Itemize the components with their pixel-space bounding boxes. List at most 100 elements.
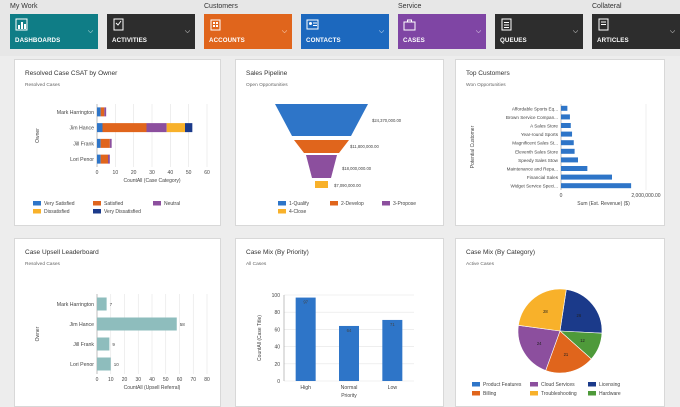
legend-swatch [530, 391, 538, 396]
tile-articles[interactable]: ARTICLES ⌵ [592, 14, 680, 49]
chevron-down-icon[interactable]: ⌵ [475, 28, 482, 35]
legend-label: Neutral [164, 201, 180, 207]
legend-label: 1-Qualify [289, 201, 310, 207]
card-subtitle: Resolved Cases [25, 83, 60, 88]
bar-segment [100, 154, 108, 164]
legend-label: Cloud Services [541, 382, 575, 388]
y-axis-label: CountAll (Case Title) [257, 315, 263, 361]
bar-segment [97, 138, 101, 148]
legend-swatch [472, 391, 480, 396]
bar [97, 317, 177, 331]
data-label: $24,370,000.00 [372, 118, 402, 123]
bar [561, 105, 568, 111]
y-tick-label: Maintenance and Repa... [507, 167, 558, 172]
tile-queues[interactable]: QUEUES ⌵ [495, 14, 583, 49]
legend-label: Troubleshooting [541, 391, 577, 397]
funnel-stage [275, 104, 368, 136]
bar-segment [100, 138, 110, 148]
x-tick-label: Normal [341, 385, 358, 391]
x-tick-label: 0 [560, 193, 563, 199]
legend-label: 2-Develop [341, 201, 364, 207]
data-label: 28 [543, 309, 548, 314]
articles-icon [598, 18, 609, 31]
priority-chart[interactable]: 02040608010097High64Normal71LowPriorityC… [236, 239, 445, 407]
upsell-chart[interactable]: 0 10 20 30 40 50 60 70 80 Mark Harrington 7 Jim Han… [15, 239, 222, 407]
y-axis-label: Owner [35, 128, 41, 143]
x-tick-label: 60 [177, 377, 183, 383]
bar [561, 140, 574, 146]
bar-segment [185, 123, 193, 133]
legend-swatch [472, 382, 480, 387]
legend-swatch [153, 201, 161, 206]
chevron-down-icon[interactable]: ⌵ [378, 28, 385, 35]
y-tick-label: Speedy Sales Stow [518, 158, 559, 163]
x-tick-label: 80 [204, 377, 210, 383]
chevron-down-icon[interactable]: ⌵ [281, 28, 288, 35]
chevron-down-icon[interactable]: ⌵ [87, 28, 94, 35]
legend-label: Very Satisfied [44, 201, 75, 207]
activities-icon [113, 18, 124, 31]
pie-slice [545, 330, 592, 374]
chevron-down-icon[interactable]: ⌵ [669, 28, 676, 35]
pipeline-chart[interactable]: $24,370,000.00 $11,800,000.00 $18,000,000.… [236, 60, 445, 227]
tile-dashboards[interactable]: DASHBOARDS ⌵ [10, 14, 98, 49]
y-tick-label: 100 [272, 293, 281, 299]
csat-chart[interactable]: 0 10 20 30 40 50 60 Mark Harrington Jim Hance Jil… [15, 60, 222, 227]
funnel-stage [315, 181, 328, 188]
tile-label: ARTICLES [597, 37, 629, 44]
legend-swatch [278, 209, 286, 214]
x-tick-label: 20 [131, 170, 137, 176]
y-tick-label: Jill Frank [73, 342, 94, 348]
tile-label: DASHBOARDS [15, 37, 61, 44]
chevron-down-icon[interactable]: ⌵ [572, 28, 579, 35]
data-label: 21 [564, 352, 569, 357]
y-tick-label: Widget Service Speci... [511, 184, 559, 189]
bar-segment [97, 107, 101, 117]
bar [561, 174, 612, 180]
data-label: 24 [537, 341, 542, 346]
bar [561, 157, 578, 163]
y-tick-label: 80 [274, 310, 280, 316]
legend-label: Licensing [599, 382, 620, 388]
category-chart[interactable]: 26 12 21 24 28 Product Features Cloud Services… [456, 239, 666, 407]
card-title: Top Customers [466, 70, 510, 77]
cases-icon [403, 19, 416, 31]
x-tick-label: 2,000,000.00 [631, 193, 660, 199]
bar [97, 357, 111, 371]
data-label: 71 [390, 322, 395, 327]
legend-swatch [588, 391, 596, 396]
queues-icon [501, 18, 512, 31]
legend-label: Hardware [599, 391, 621, 397]
bar-segment [146, 123, 167, 133]
legend-label: Satisfied [104, 201, 123, 207]
data-label: 9 [112, 342, 115, 347]
bar-segment [108, 154, 110, 164]
chevron-down-icon[interactable]: ⌵ [184, 28, 191, 35]
customers-chart[interactable]: 0 2,000,000.00 Affordable Sports Eq... Brow… [456, 60, 666, 227]
card-title: Sales Pipeline [246, 70, 288, 77]
bar [561, 114, 570, 120]
tile-accounts[interactable]: ACCOUNTS ⌵ [204, 14, 292, 49]
tile-activities[interactable]: ACTIVITIES ⌵ [107, 14, 195, 49]
legend-swatch [382, 201, 390, 206]
x-axis-label: CountAll (Upsell Referral) [124, 385, 181, 391]
data-label: 10 [114, 362, 120, 367]
nav-group-my-work: My Work [10, 3, 38, 10]
bar [97, 297, 107, 311]
y-tick-label: 20 [274, 362, 280, 368]
y-tick-label: Mark Harrington [57, 110, 94, 116]
bar [561, 148, 575, 154]
tile-contacts[interactable]: CONTACTS ⌵ [301, 14, 389, 49]
funnel-stage [306, 155, 337, 178]
legend-swatch [278, 201, 286, 206]
x-axis-label: Priority [341, 393, 357, 399]
nav-group-collateral: Collateral [592, 3, 622, 10]
accounts-icon [210, 19, 221, 31]
bar-segment [109, 138, 112, 148]
y-tick-label: 0 [277, 379, 280, 385]
y-axis-label: Potential Customer [470, 125, 476, 168]
tile-cases[interactable]: CASES ⌵ [398, 14, 486, 49]
card-subtitle: Resolved Cases [25, 262, 60, 267]
bar [561, 123, 571, 128]
x-tick-label: 30 [149, 170, 155, 176]
